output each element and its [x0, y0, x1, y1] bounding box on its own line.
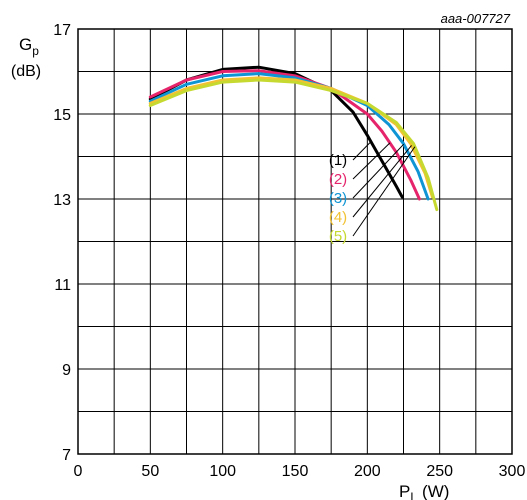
x-tick-label: 50	[141, 463, 159, 480]
series-label-2: (2)	[329, 171, 347, 188]
x-tick-label: 200	[354, 463, 381, 480]
x-tick-label: 0	[74, 463, 83, 480]
figure-code: aaa-007727	[441, 11, 511, 26]
x-axis-label: PL (W)	[399, 482, 449, 500]
x-tick-label: 300	[499, 463, 526, 480]
series-label-1: (1)	[329, 152, 347, 169]
plot-frame	[77, 28, 513, 455]
series-group	[148, 65, 439, 212]
series-label-4: (4)	[329, 209, 347, 226]
y-tick-label: 15	[53, 107, 71, 124]
y-tick-label: 11	[54, 277, 71, 294]
x-tick-labels: 0 50 100 150 200 250 300	[74, 463, 526, 480]
leader-line-3	[352, 143, 405, 199]
series-line-4	[148, 76, 434, 199]
series-label-5: (5)	[329, 228, 347, 245]
y-tick-label: 13	[53, 192, 71, 209]
grid	[77, 28, 513, 455]
leader-line-4	[352, 145, 412, 218]
series-label-3: (3)	[329, 190, 347, 207]
y-tick-label: 9	[62, 362, 71, 379]
y-axis-label: Gp	[19, 35, 39, 58]
leader-line-2	[352, 142, 391, 180]
y-axis-unit: (dB)	[11, 63, 41, 80]
y-tick-label: 17	[53, 22, 71, 39]
leader-line-5	[352, 146, 416, 237]
x-tick-label: 100	[209, 463, 236, 480]
series-line-5	[148, 78, 439, 212]
leader-line-1	[352, 141, 372, 161]
y-tick-label: 7	[62, 447, 71, 464]
x-tick-label: 150	[282, 463, 309, 480]
label-leaders: (1) (2) (3) (4) (5)	[329, 141, 416, 245]
x-tick-label: 250	[426, 463, 453, 480]
y-tick-labels: 7 9 11 13 15 17	[53, 22, 71, 464]
